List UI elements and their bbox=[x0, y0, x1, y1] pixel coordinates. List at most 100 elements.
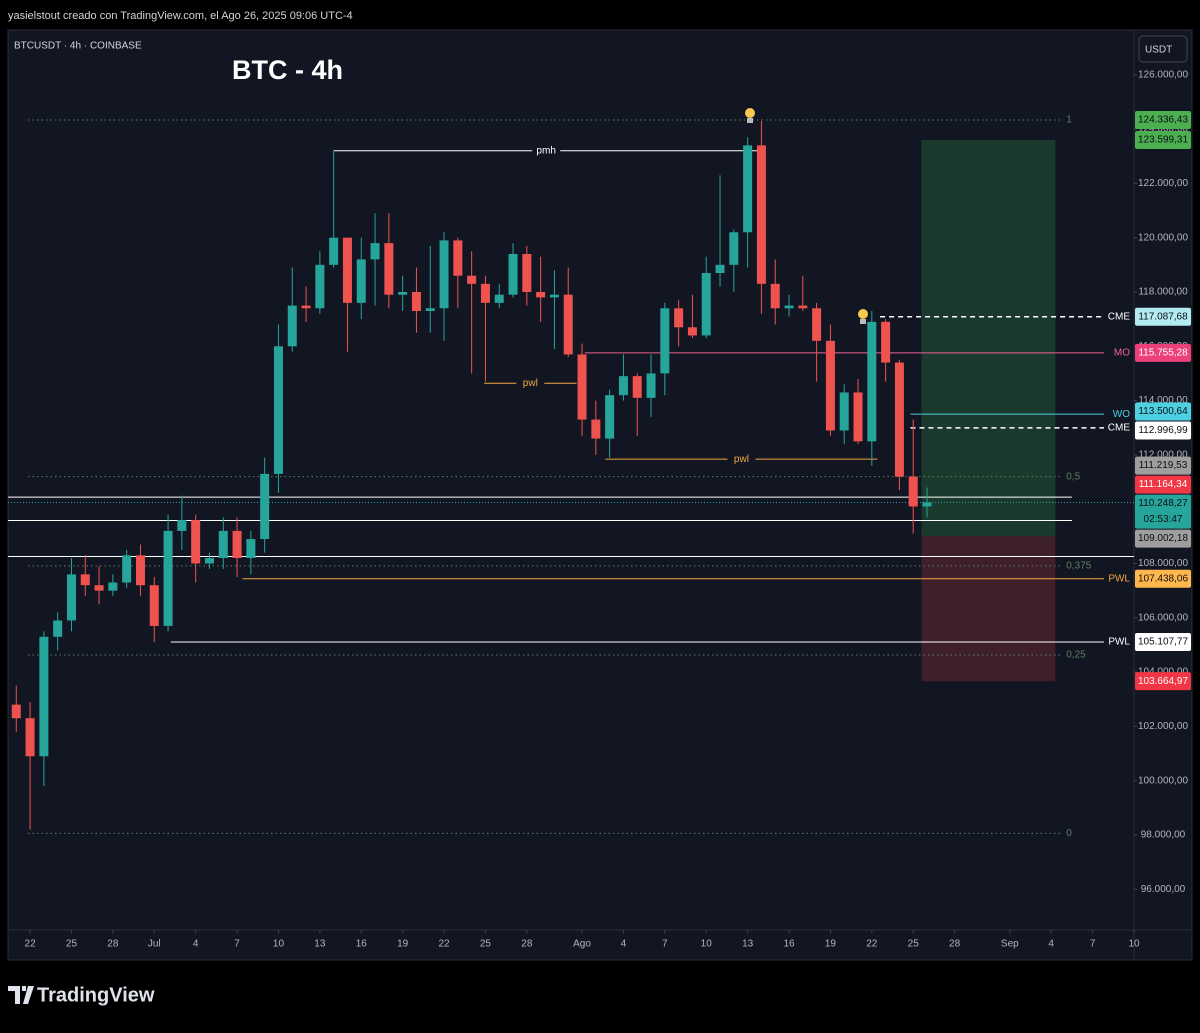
candle-body bbox=[660, 308, 670, 374]
candle-body bbox=[204, 558, 214, 564]
candle-body bbox=[908, 476, 918, 507]
price-label: 105.107,77 bbox=[1138, 637, 1188, 648]
candle-body bbox=[701, 272, 711, 336]
x-tick-label: 22 bbox=[25, 939, 37, 950]
price-label-box bbox=[1135, 672, 1191, 691]
candle-body bbox=[605, 395, 615, 439]
candle-body bbox=[729, 232, 739, 265]
candle-body bbox=[770, 283, 780, 309]
candle-body bbox=[577, 354, 587, 420]
y-tick-label: 124.000,00 bbox=[1138, 124, 1188, 135]
candle-body bbox=[494, 294, 504, 303]
candle-body bbox=[715, 264, 725, 273]
candle-body bbox=[53, 620, 63, 637]
y-tick-label: 126.000,00 bbox=[1138, 69, 1188, 80]
candle-body bbox=[356, 259, 366, 303]
candle-body bbox=[384, 243, 394, 295]
fib-label: 1 bbox=[1066, 115, 1072, 126]
candle-body bbox=[273, 346, 283, 474]
level-label: PWL bbox=[1108, 573, 1130, 584]
brand: TradingView bbox=[37, 984, 155, 1006]
x-tick-label: 25 bbox=[66, 939, 78, 950]
x-tick-label: 25 bbox=[908, 939, 920, 950]
price-label-box bbox=[1135, 569, 1191, 588]
price-label: 117.087,68 bbox=[1138, 311, 1188, 322]
x-tick-label: 4 bbox=[1048, 939, 1054, 950]
price-label-box bbox=[1135, 475, 1191, 494]
x-tick-label: 13 bbox=[742, 939, 754, 950]
y-tick-label: 102.000,00 bbox=[1138, 721, 1188, 732]
level-label: WO bbox=[1113, 409, 1130, 420]
price-label-box bbox=[1135, 343, 1191, 362]
price-label: 115.755,28 bbox=[1138, 348, 1188, 359]
candle-body bbox=[536, 291, 546, 298]
level-label: pwl bbox=[734, 454, 749, 465]
candle-body bbox=[646, 373, 656, 398]
x-tick-label: 4 bbox=[193, 939, 199, 950]
price-label-box bbox=[1135, 402, 1191, 421]
candle-body bbox=[480, 283, 490, 303]
candle-body bbox=[687, 327, 697, 336]
x-tick-label: 16 bbox=[783, 939, 795, 950]
x-tick-label: 25 bbox=[480, 939, 492, 950]
main-layer: pmh pwl pwl CME MO WO CME PWL PWL bbox=[11, 120, 1131, 830]
level-label-bg bbox=[727, 452, 756, 467]
currency-box[interactable] bbox=[1138, 35, 1188, 63]
candle-body bbox=[411, 291, 421, 311]
x-tick-label: 22 bbox=[866, 939, 878, 950]
y-tick-label: 100.000,00 bbox=[1138, 775, 1188, 786]
candle-body bbox=[246, 539, 256, 559]
level-label: CME bbox=[1108, 311, 1131, 322]
x-tick-label: 28 bbox=[521, 939, 533, 950]
y-tick-label: 114.000,00 bbox=[1138, 395, 1188, 406]
candle-body bbox=[163, 530, 173, 626]
y-tick-label: 122.000,00 bbox=[1138, 178, 1188, 189]
symbol: BTCUSDT · 4h · COINBASE bbox=[14, 41, 142, 52]
candle-body bbox=[108, 582, 118, 591]
x-tick-label: 16 bbox=[356, 939, 368, 950]
candle-body bbox=[743, 145, 753, 233]
candle-body bbox=[342, 237, 352, 303]
price-label-box bbox=[1135, 421, 1191, 440]
candle-body bbox=[315, 264, 325, 309]
x-tick-label: 7 bbox=[1090, 939, 1096, 950]
candle-body bbox=[301, 305, 311, 309]
level-label-bg bbox=[516, 376, 545, 391]
x-tick-label: 10 bbox=[273, 939, 285, 950]
price-label: 111.219,53 bbox=[1139, 460, 1188, 471]
y-tick-label: 108.000,00 bbox=[1138, 558, 1188, 569]
profit-zone bbox=[921, 139, 1056, 537]
x-tick-label: 13 bbox=[314, 939, 326, 950]
candle-body bbox=[549, 294, 559, 298]
idea-marker[interactable] bbox=[745, 108, 755, 123]
currency[interactable]: USDT bbox=[1145, 45, 1172, 56]
y-tick-label: 96.000,00 bbox=[1141, 884, 1186, 895]
price-label: 113.500,64 bbox=[1138, 406, 1188, 417]
x-tick-label: 7 bbox=[234, 939, 240, 950]
price-label: 124.336,43 bbox=[1138, 115, 1188, 126]
candle-body bbox=[94, 585, 104, 591]
candle-body bbox=[922, 502, 932, 507]
level-label-bg bbox=[532, 143, 561, 158]
x-tick-label: 19 bbox=[397, 939, 409, 950]
y-tick-label: 120.000,00 bbox=[1138, 232, 1188, 243]
background-layer: 1 0,5 0,375 0,25 0 bbox=[8, 115, 1134, 839]
candle-body bbox=[135, 555, 145, 586]
x-tick-label: 28 bbox=[949, 939, 961, 950]
candle-body bbox=[453, 240, 463, 276]
y-tick-label: 118.000,00 bbox=[1138, 287, 1188, 298]
level-label: CME bbox=[1108, 422, 1131, 433]
countdown: 02:53:47 bbox=[1144, 514, 1183, 525]
candle-body bbox=[591, 419, 601, 439]
price-label: 107.438,06 bbox=[1138, 573, 1188, 584]
chart-title: BTC - 4h bbox=[232, 55, 343, 85]
idea-marker[interactable] bbox=[858, 309, 868, 324]
candle-body bbox=[467, 275, 477, 284]
y-tick-label: 112.000,00 bbox=[1138, 450, 1188, 461]
candle-body bbox=[756, 145, 766, 284]
candle-body bbox=[260, 473, 270, 540]
candle-body bbox=[563, 294, 573, 355]
fib-label: 0,25 bbox=[1066, 650, 1086, 661]
candle-body bbox=[80, 574, 90, 586]
